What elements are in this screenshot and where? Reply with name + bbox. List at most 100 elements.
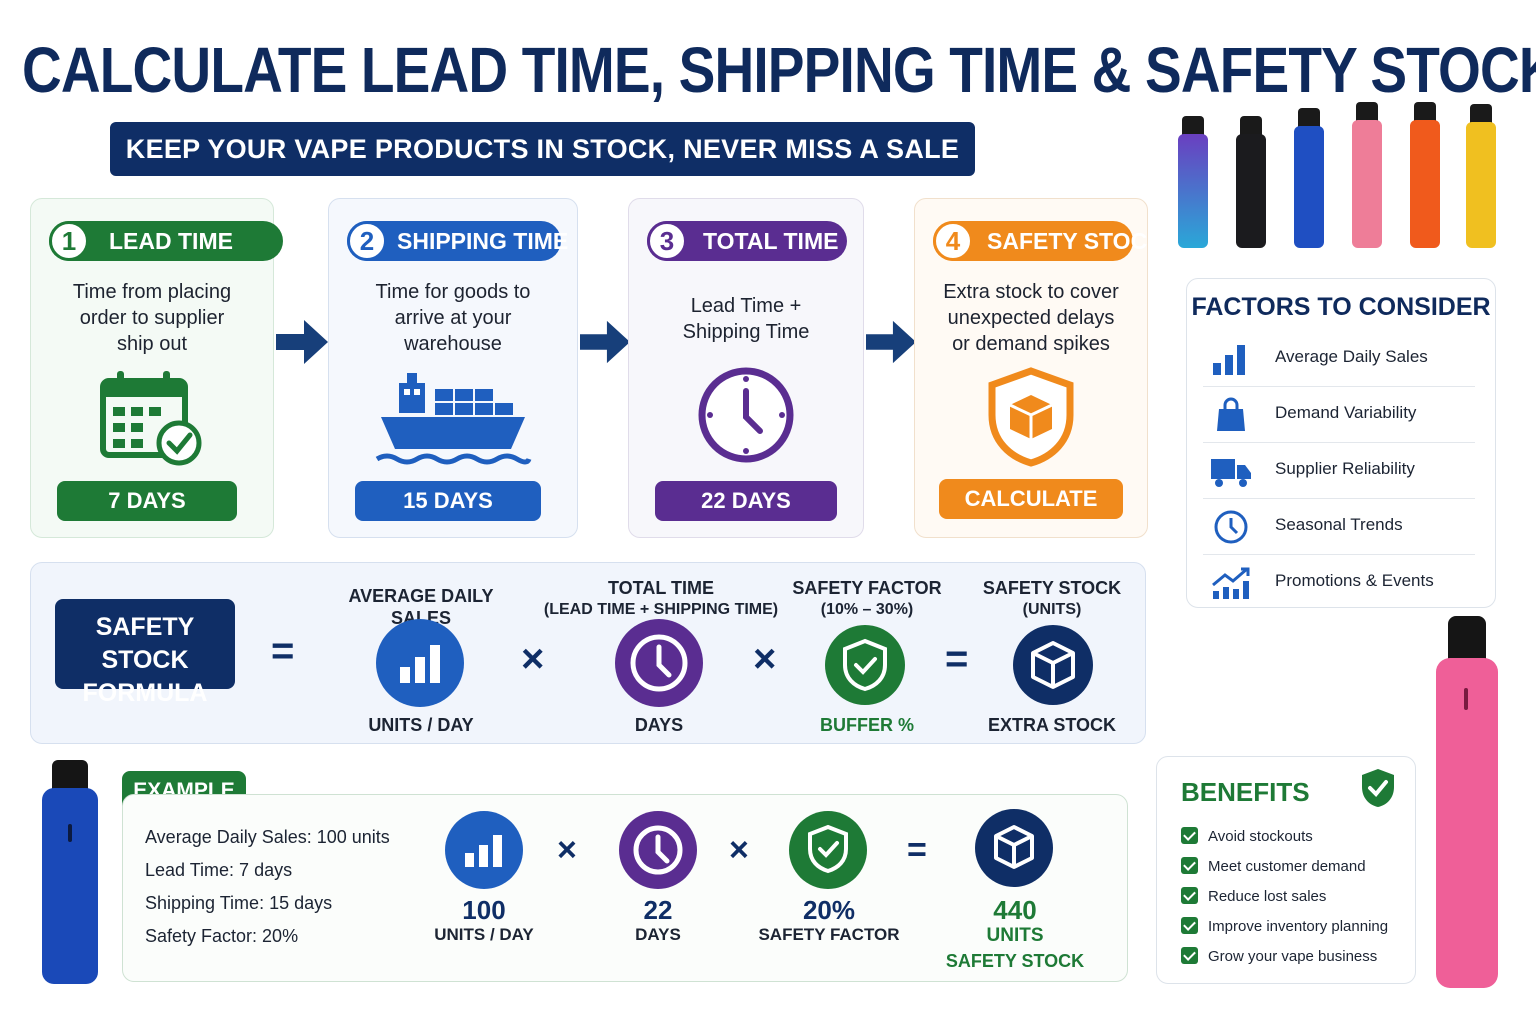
clock-icon: [1214, 510, 1248, 544]
example-unit: SAFETY STOCK: [945, 951, 1085, 971]
step-value: 22 DAYS: [655, 481, 837, 521]
example-unit: UNITS / DAY: [434, 925, 534, 944]
trend-chart-icon: [1212, 567, 1250, 599]
check-icon: [1181, 917, 1198, 934]
factor-label: Average Daily Sales: [1275, 347, 1428, 366]
formula-term-heading: SAFETY FACTOR (10% – 30%): [792, 578, 942, 618]
step-number: 3: [647, 221, 687, 261]
formula-panel: SAFETY STOCK FORMULA = AVERAGE DAILY SALE…: [30, 562, 1146, 744]
truck-icon: [1211, 459, 1251, 487]
check-icon: [1181, 947, 1198, 964]
example-value: 100: [462, 895, 506, 925]
bar-chart-icon: [376, 619, 464, 707]
box-icon: [975, 809, 1053, 887]
example-line: Shipping Time: 15 days: [145, 893, 333, 913]
factor-label: Supplier Reliability: [1275, 459, 1415, 478]
calculate-button[interactable]: CALCULATE: [939, 479, 1123, 519]
vape-device-image: [1436, 616, 1498, 988]
step-badge: 4 SAFETY STOCK: [933, 221, 1164, 261]
benefit-item: Improve inventory planning: [1181, 917, 1388, 935]
step-number: 2: [347, 221, 387, 261]
step-description: Time from placing order to supplier ship o…: [72, 281, 232, 355]
subtitle-banner: KEEP YOUR VAPE PRODUCTS IN STOCK, NEVER …: [110, 122, 975, 176]
example-unit: UNITS: [986, 925, 1044, 946]
factor-item: Promotions & Events: [1203, 555, 1475, 611]
times-sign: ×: [729, 831, 749, 869]
vape-products-image: [1178, 102, 1496, 248]
factor-label: Seasonal Trends: [1275, 515, 1403, 534]
arrow-right-icon: [580, 320, 630, 364]
arrow-right-icon: [276, 320, 328, 364]
step-description: Time for goods to arrive at your warehouse: [375, 281, 531, 355]
formula-term-heading: SAFETY STOCK (UNITS): [982, 578, 1122, 618]
step-description: Extra stock to cover unexpected delays or …: [943, 281, 1119, 355]
shield-check-icon: [825, 625, 905, 705]
step-number: 4: [933, 221, 973, 261]
times-sign: ×: [753, 637, 777, 681]
step-badge: 2 SHIPPING TIME: [347, 221, 568, 261]
factor-item: Supplier Reliability: [1203, 443, 1475, 499]
box-icon: [1013, 625, 1093, 705]
benefits-panel: BENEFITS Avoid stockouts Meet customer d…: [1156, 756, 1416, 984]
check-icon: [1181, 887, 1198, 904]
bar-chart-icon: [445, 811, 523, 889]
factor-item: Demand Variability: [1203, 387, 1475, 443]
clock-icon: [619, 811, 697, 889]
benefit-item: Avoid stockouts: [1181, 827, 1313, 845]
example-line: Lead Time: 7 days: [145, 860, 293, 880]
step-label: TOTAL TIME: [703, 228, 839, 254]
example-value: 22: [643, 895, 673, 925]
step-number: 1: [49, 221, 89, 261]
example-value: 440: [993, 895, 1037, 925]
times-sign: ×: [521, 637, 545, 681]
arrow-right-icon: [866, 320, 916, 364]
step-value: 15 DAYS: [355, 481, 541, 521]
shield-box-icon: [988, 367, 1074, 467]
step-label: LEAD TIME: [109, 228, 233, 254]
equals-sign: =: [271, 629, 295, 673]
factor-label: Demand Variability: [1275, 403, 1417, 422]
benefit-item: Meet customer demand: [1181, 857, 1366, 875]
formula-term-unit: BUFFER %: [820, 715, 914, 735]
example-line: Safety Factor: 20%: [145, 926, 299, 946]
shopping-bag-icon: [1217, 397, 1245, 431]
example-unit: DAYS: [635, 925, 681, 944]
clock-icon: [615, 619, 703, 707]
cargo-ship-icon: [375, 373, 532, 465]
step-label: SAFETY STOCK: [987, 228, 1164, 254]
check-icon: [1181, 857, 1198, 874]
step-card-safety-stock: 4 SAFETY STOCK Extra stock to cover unexp…: [914, 198, 1164, 538]
equals-sign: =: [907, 831, 927, 869]
formula-term-unit: EXTRA STOCK: [987, 715, 1116, 735]
factors-panel: FACTORS TO CONSIDER Average Daily Sales …: [1186, 278, 1496, 608]
benefit-item: Grow your vape business: [1181, 947, 1377, 965]
vape-device-image: [42, 760, 98, 984]
clock-icon: [698, 367, 794, 463]
step-card-lead-time: 1 LEAD TIME Time from placing order to su…: [30, 198, 283, 538]
step-value: 7 DAYS: [57, 481, 237, 521]
shield-check-icon: [789, 811, 867, 889]
step-badge: 1 LEAD TIME: [49, 221, 283, 261]
times-sign: ×: [557, 831, 577, 869]
factor-item: Average Daily Sales: [1203, 331, 1475, 387]
formula-term-unit: DAYS: [634, 715, 684, 735]
example-unit: SAFETY FACTOR: [758, 925, 900, 944]
benefit-item: Reduce lost sales: [1181, 887, 1326, 905]
step-card-total-time: 3 TOTAL TIME Lead Time + Shipping Time 22…: [628, 198, 864, 538]
factor-label: Promotions & Events: [1275, 571, 1434, 590]
page-title: CALCULATE LEAD TIME, SHIPPING TIME & SAF…: [22, 34, 1536, 106]
example-line: Average Daily Sales: 100 units: [145, 827, 390, 847]
benefits-title: BENEFITS: [1181, 777, 1310, 807]
factors-title: FACTORS TO CONSIDER: [1191, 293, 1491, 321]
shield-check-icon: [1362, 769, 1394, 807]
bar-chart-icon: [1213, 345, 1245, 375]
step-card-shipping-time: 2 SHIPPING TIME Time for goods to arrive …: [328, 198, 578, 538]
factor-item: Seasonal Trends: [1203, 499, 1475, 555]
formula-term-unit: UNITS / DAY: [368, 715, 474, 735]
calendar-check-icon: [100, 371, 202, 466]
equals-sign: =: [945, 637, 969, 681]
example-panel: Average Daily Sales: 100 units Lead Time…: [122, 794, 1128, 982]
check-icon: [1181, 827, 1198, 844]
step-description: Lead Time + Shipping Time: [682, 295, 810, 343]
step-badge: 3 TOTAL TIME: [647, 221, 847, 261]
